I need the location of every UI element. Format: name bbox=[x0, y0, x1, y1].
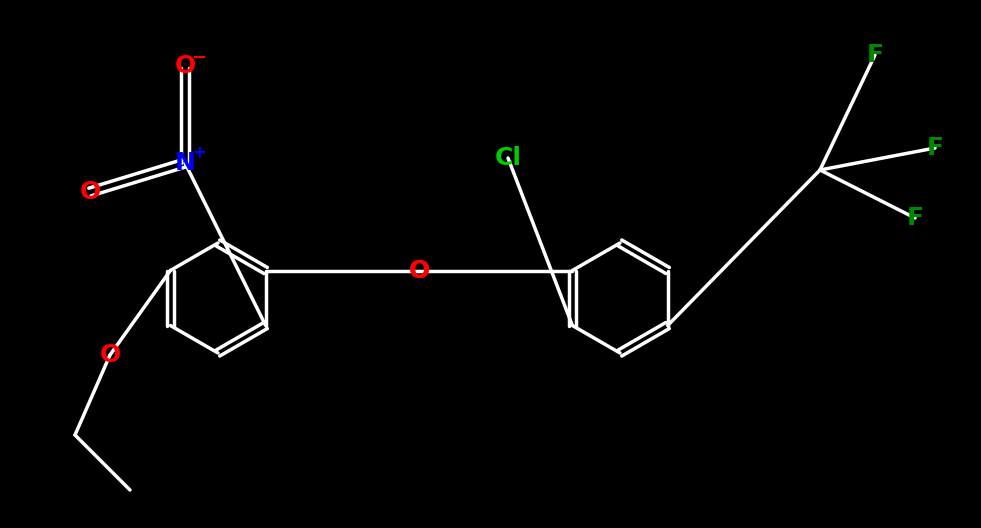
Text: Cl: Cl bbox=[494, 146, 522, 170]
Text: N: N bbox=[175, 151, 195, 175]
Text: −: − bbox=[191, 49, 207, 67]
Text: O: O bbox=[99, 343, 121, 367]
Text: O: O bbox=[79, 180, 101, 204]
Text: F: F bbox=[906, 206, 923, 230]
Text: F: F bbox=[866, 43, 884, 67]
Text: O: O bbox=[408, 259, 430, 282]
Text: +: + bbox=[192, 144, 206, 162]
Text: O: O bbox=[408, 259, 430, 282]
Text: F: F bbox=[926, 136, 944, 160]
Text: O: O bbox=[175, 54, 195, 78]
